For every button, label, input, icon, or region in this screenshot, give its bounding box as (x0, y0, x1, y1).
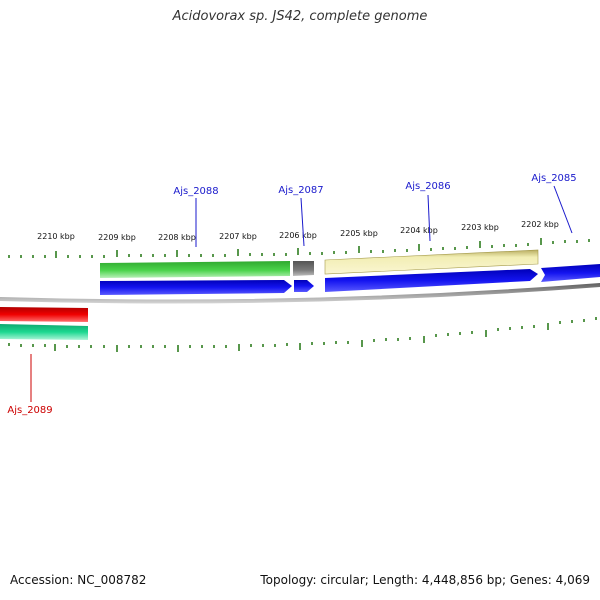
blue-cds-arrow-2086[interactable] (325, 269, 538, 292)
scale-label-2210: 2210 kbp (37, 232, 75, 241)
map-title: Acidovorax sp. JS42, complete genome (172, 9, 428, 24)
gene-label-ajs-2085[interactable]: Ajs_2085 (531, 173, 576, 184)
gene-label-ajs-2087[interactable]: Ajs_2087 (278, 185, 323, 196)
scale-label-2206: 2206 kbp (279, 231, 317, 240)
red-cds-feature[interactable] (0, 307, 88, 322)
scale-label-2208: 2208 kbp (158, 233, 196, 242)
blue-cds-arrow-2087[interactable] (294, 280, 314, 292)
green-cds-feature[interactable] (100, 261, 290, 278)
lower-scale-ruler (8, 317, 597, 352)
gene-label-ajs-2088[interactable]: Ajs_2088 (173, 186, 218, 197)
yellow-cds-feature[interactable] (324, 249, 539, 275)
topology-summary: Topology: circular; Length: 4,448,856 bp… (260, 573, 590, 587)
genome-backbone (0, 283, 600, 304)
scale-label-2205: 2205 kbp (340, 229, 378, 238)
gene-label-ajs-2089[interactable]: Ajs_2089 (7, 405, 52, 416)
upper-scale-ruler (8, 238, 590, 258)
teal-cds-feature[interactable] (0, 324, 88, 340)
scale-label-2209: 2209 kbp (98, 233, 136, 242)
scale-label-2207: 2207 kbp (219, 232, 257, 241)
leader-line-ajs-2085 (553, 185, 573, 234)
scale-label-2202: 2202 kbp (521, 220, 559, 229)
accession-label: Accession: NC_008782 (10, 573, 147, 587)
gene-label-ajs-2086[interactable]: Ajs_2086 (405, 181, 450, 192)
scale-label-2203: 2203 kbp (461, 223, 499, 232)
gray-cds-feature[interactable] (293, 261, 314, 276)
blue-cds-arrow-2085[interactable] (541, 264, 600, 282)
blue-cds-arrow-2088[interactable] (100, 280, 292, 295)
scale-label-2204: 2204 kbp (400, 226, 438, 235)
leader-line-ajs-2086 (427, 194, 431, 242)
leader-line-ajs-2087 (300, 197, 305, 247)
